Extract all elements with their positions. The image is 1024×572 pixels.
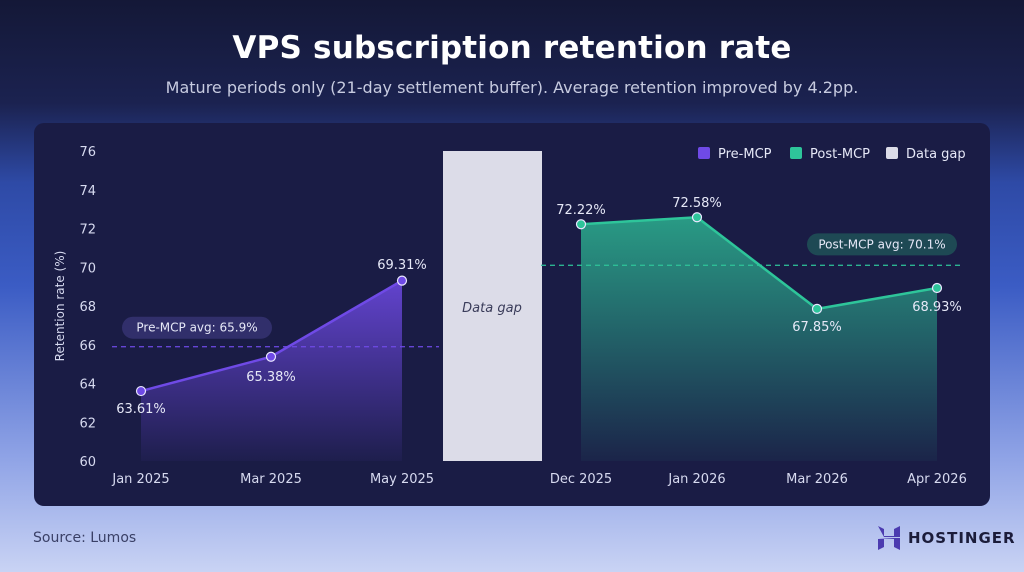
retention-chart: 60 62 64 66 68 70 72 74 76 Retention rate (%) Dat…: [53, 145, 967, 487]
chart-card: 60 62 64 66 68 70 72 74 76 Retention rate (%) Dat…: [34, 123, 990, 506]
data-gap-bar: [443, 151, 542, 461]
data-point: [691, 212, 703, 223]
data-point: [575, 219, 587, 230]
area-post-mcp: [581, 217, 937, 461]
chart-title: VPS subscription retention rate: [232, 30, 792, 66]
y-tick-label: 70: [79, 261, 96, 276]
avg-label-post-mcp: Post-MCP avg: 70.1%: [818, 237, 945, 251]
legend-label: Post-MCP: [810, 147, 870, 162]
y-tick-label: 72: [79, 223, 96, 238]
y-tick-label: 68: [79, 300, 96, 315]
hostinger-logo-icon: [878, 526, 900, 550]
legend-label: Data gap: [906, 147, 966, 162]
data-label: 68.93%: [912, 300, 962, 315]
data-label: 72.58%: [672, 196, 722, 211]
avg-pill-pre-mcp: [122, 316, 272, 339]
x-tick-label: Jan 2026: [667, 472, 725, 487]
data-point: [931, 282, 943, 294]
y-tick-label: 60: [79, 455, 96, 470]
x-tick-label: Jan 2025: [111, 472, 169, 487]
legend-label: Pre-MCP: [718, 147, 772, 162]
brand-name: HOSTINGER: [908, 529, 1016, 547]
chart-subtitle: Mature periods only (21-day settlement b…: [165, 78, 859, 97]
avg-pill-post-mcp: [807, 233, 957, 256]
x-tick-label: May 2025: [370, 472, 434, 487]
data-label: 67.85%: [792, 320, 842, 335]
y-axis-label: Retention rate (%): [53, 251, 67, 362]
brand-logo: HOSTINGER: [878, 526, 1016, 550]
x-tick-label: Mar 2025: [240, 472, 302, 487]
data-label: 65.38%: [246, 370, 296, 385]
data-label: 72.22%: [556, 203, 606, 218]
data-point: [396, 275, 408, 286]
data-point: [135, 385, 147, 397]
line-post-mcp: [580, 215, 938, 311]
data-point: [811, 303, 823, 315]
area-pre-mcp: [141, 280, 402, 461]
data-label: 63.61%: [116, 402, 166, 417]
y-tick-label: 74: [79, 184, 96, 199]
legend-swatch: [790, 147, 802, 159]
data-gap-label: Data gap: [462, 301, 522, 316]
data-point: [265, 351, 277, 362]
y-tick-label: 64: [79, 378, 96, 393]
legend-swatch: [698, 147, 710, 159]
x-tick-label: Mar 2026: [786, 472, 848, 487]
data-label: 69.31%: [377, 258, 427, 273]
y-tick-label: 76: [79, 145, 96, 160]
x-tick-label: Dec 2025: [550, 472, 612, 487]
x-tick-label: Apr 2026: [907, 472, 967, 487]
y-tick-label: 66: [79, 339, 96, 354]
legend-swatch: [886, 147, 898, 159]
source-note: Source: Lumos: [33, 530, 137, 546]
avg-label-pre-mcp: Pre-MCP avg: 65.9%: [136, 321, 257, 335]
y-tick-label: 62: [79, 416, 96, 431]
